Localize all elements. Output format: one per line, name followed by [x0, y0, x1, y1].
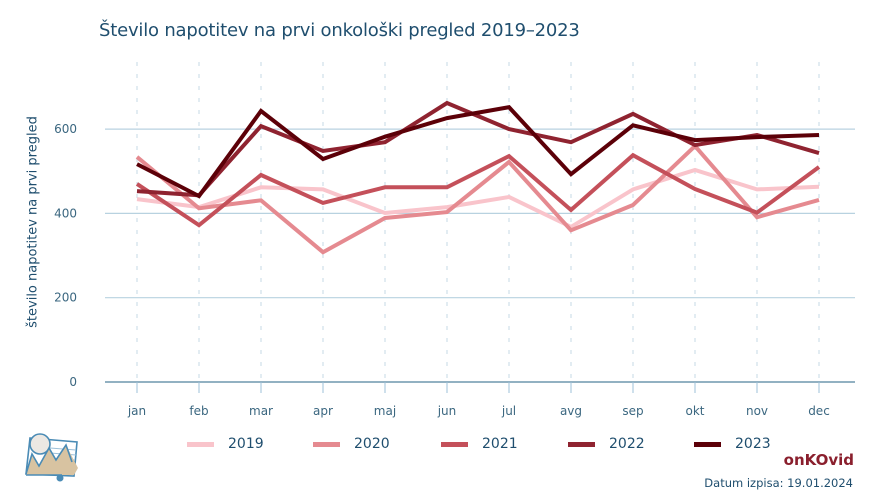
x-tick-label: apr: [313, 404, 333, 418]
series-line-2020: [135, 143, 820, 255]
x-tick-label: dec: [808, 404, 830, 418]
legend-label: 2019: [228, 436, 264, 452]
legend-item-2019[interactable]: 2019: [187, 436, 264, 452]
vertical-guides: [136, 62, 820, 382]
legend-swatch: [694, 441, 721, 447]
x-tick-label: avg: [560, 404, 582, 418]
legend-label: 2023: [735, 436, 771, 452]
x-axis: jan feb mar apr maj jun jul avg sep okt nov dec: [127, 382, 830, 418]
legend-swatch: [441, 441, 468, 447]
series-line-2019: [136, 167, 820, 230]
legend-label: 2022: [609, 436, 645, 452]
x-tick-label: jun: [437, 404, 457, 418]
y-tick-label: 0: [69, 375, 77, 389]
y-axis-ticks: 0 200 400 600: [54, 122, 77, 389]
brand-name: onKOvid: [783, 451, 854, 469]
y-tick-label: 600: [54, 122, 77, 136]
x-tick-label: sep: [622, 404, 643, 418]
legend-swatch: [313, 441, 340, 447]
legend-label: 2021: [482, 436, 518, 452]
chart-title: Število napotitev na prvi onkološki preg…: [99, 20, 580, 41]
y-tick-label: 400: [54, 206, 77, 220]
x-tick-label: nov: [746, 404, 768, 418]
x-tick-label: okt: [686, 404, 705, 418]
legend-swatch: [568, 441, 595, 447]
onkovid-logo: [22, 428, 82, 484]
x-tick-label: feb: [189, 404, 208, 418]
x-tick-label: maj: [374, 404, 396, 418]
gridlines: [105, 128, 855, 383]
legend-item-2020[interactable]: 2020: [313, 436, 390, 452]
print-date: Datum izpisa: 19.01.2024: [704, 476, 853, 490]
x-tick-label: mar: [249, 404, 273, 418]
legend-item-2022[interactable]: 2022: [568, 436, 645, 452]
x-tick-label: jul: [501, 404, 516, 418]
legend-label: 2020: [354, 436, 390, 452]
legend-item-2021[interactable]: 2021: [441, 436, 518, 452]
x-tick-label: jan: [127, 404, 146, 418]
series-line-2021: [135, 152, 821, 228]
series-lines: [135, 100, 821, 255]
line-chart: 0 200 400 600 jan feb mar apr maj jun jul avg sep ok…: [54, 62, 855, 418]
y-tick-label: 200: [54, 291, 77, 305]
legend-item-2023[interactable]: 2023: [694, 436, 771, 452]
series-line-2023: [136, 105, 820, 199]
series-line-2022: [136, 100, 820, 198]
chart-landscape-icon: [25, 433, 78, 482]
legend: 2019 2020 2021 2022 2023: [0, 436, 885, 460]
legend-swatch: [187, 441, 214, 447]
